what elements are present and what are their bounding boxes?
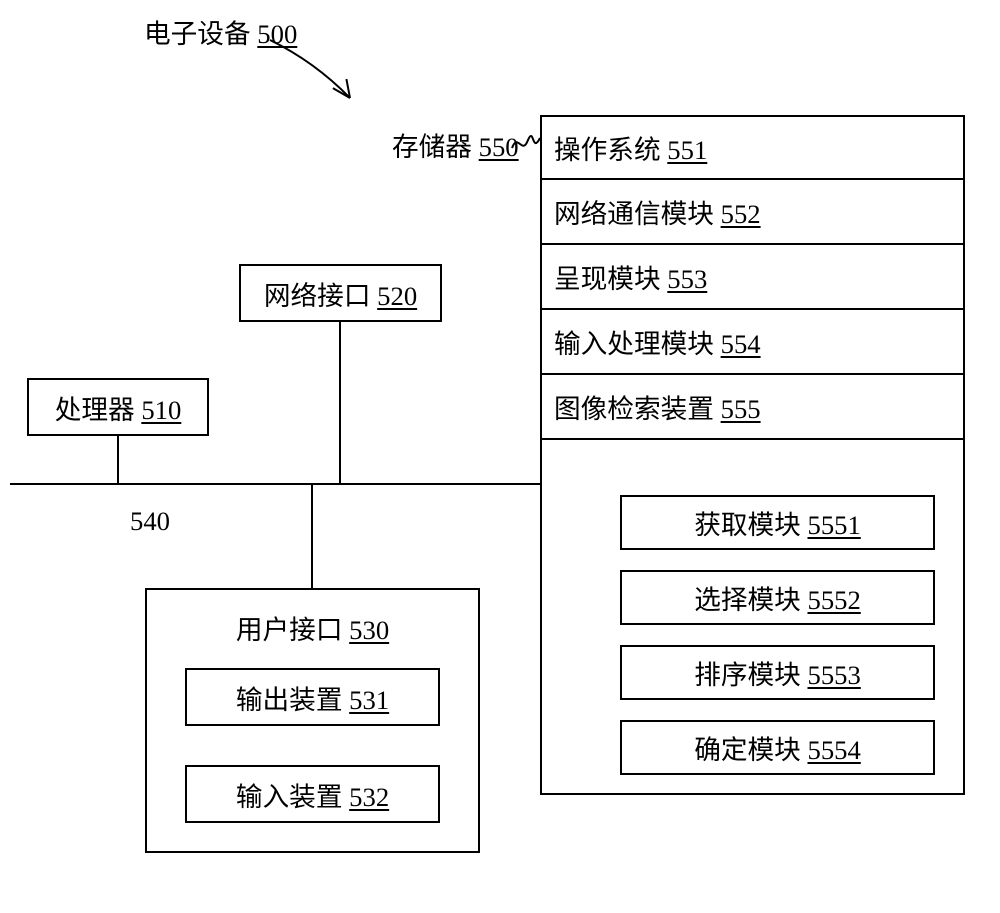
imgret-box: 图像检索装置 555 — [540, 373, 965, 440]
present-box: 呈现模块 553 — [540, 243, 965, 310]
sort-label: 排序模块 5553 — [694, 653, 861, 692]
os-label: 操作系统 551 — [554, 128, 707, 167]
output-device-box: 输出装置 531 — [185, 668, 440, 726]
determine-label: 确定模块 5554 — [694, 728, 861, 767]
netcom-label: 网络通信模块 552 — [554, 192, 761, 231]
output-device-label: 输出装置 531 — [236, 678, 389, 717]
input-device-label: 输入装置 532 — [236, 775, 389, 814]
determine-box: 确定模块 5554 — [620, 720, 935, 775]
acquire-box: 获取模块 5551 — [620, 495, 935, 550]
present-label: 呈现模块 553 — [554, 257, 707, 296]
processor-label: 处理器 510 — [55, 388, 182, 427]
diagram-canvas: 电子设备 500 存储器 550 540 处理器 510 网络接口 520 用户接口… — [0, 0, 1000, 913]
input-device-box: 输入装置 532 — [185, 765, 440, 823]
processor-box: 处理器 510 — [27, 378, 209, 436]
sort-box: 排序模块 5553 — [620, 645, 935, 700]
bus-label: 540 — [130, 506, 170, 537]
select-label: 选择模块 5552 — [694, 578, 861, 617]
select-box: 选择模块 5552 — [620, 570, 935, 625]
memory-label: 存储器 550 — [392, 125, 519, 164]
imgret-label: 图像检索装置 555 — [554, 387, 761, 426]
diagram-title: 电子设备 500 — [144, 12, 297, 51]
inproc-box: 输入处理模块 554 — [540, 308, 965, 375]
os-box: 操作系统 551 — [540, 115, 965, 180]
user-interface-label: 用户接口 530 — [147, 608, 478, 647]
inproc-label: 输入处理模块 554 — [554, 322, 761, 361]
network-interface-box: 网络接口 520 — [239, 264, 442, 322]
acquire-label: 获取模块 5551 — [694, 503, 861, 542]
network-interface-label: 网络接口 520 — [264, 274, 417, 313]
netcom-box: 网络通信模块 552 — [540, 178, 965, 245]
